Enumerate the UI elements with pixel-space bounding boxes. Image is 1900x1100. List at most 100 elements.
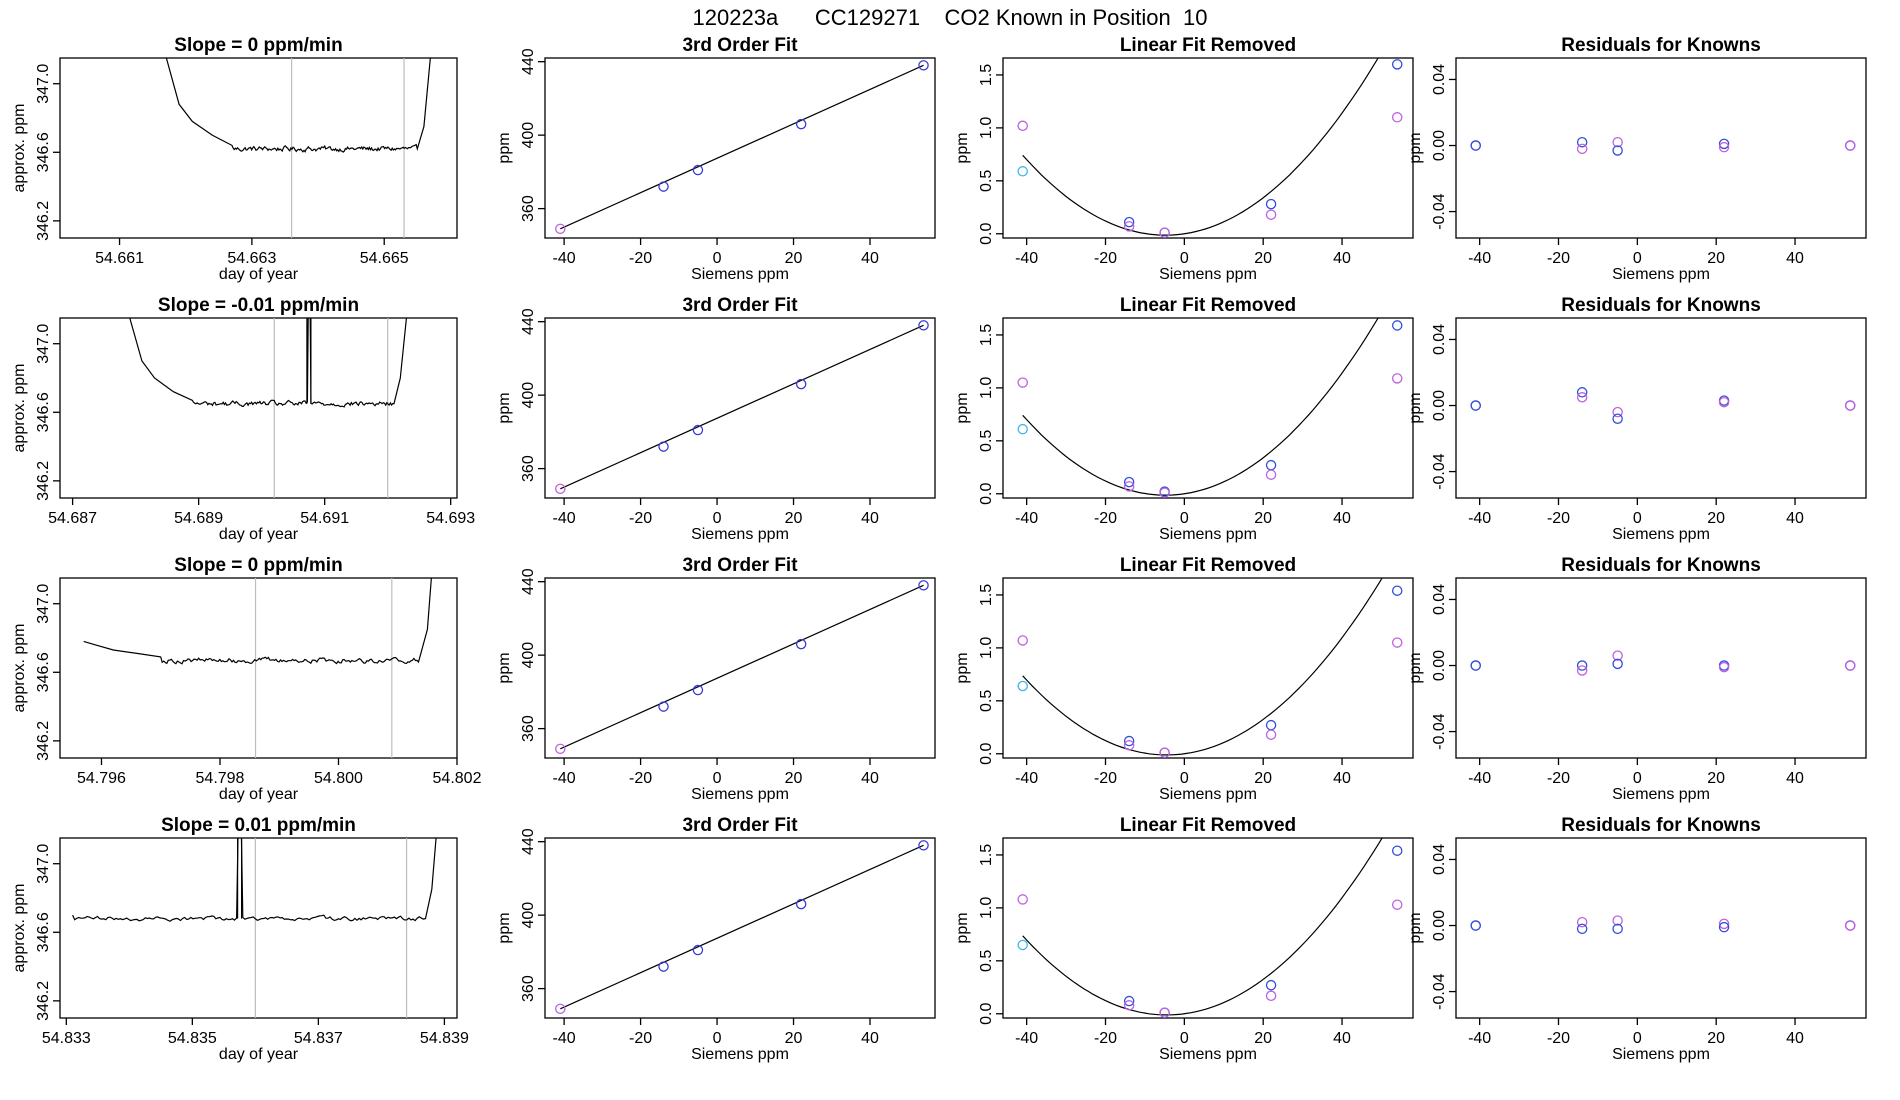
y-tick-label: 346.6 (35, 392, 52, 432)
y-tick-label: 440 (520, 308, 537, 335)
plot-frame (1002, 837, 1414, 1019)
x-tick-label: -20 (1094, 1030, 1117, 1047)
data-point (1612, 413, 1623, 424)
data-point (1576, 136, 1588, 148)
y-axis-label: ppm (496, 912, 513, 943)
x-tick-label: 0 (713, 770, 722, 787)
data-point (1391, 637, 1403, 648)
y-tick-label: 1.5 (978, 584, 995, 606)
fit-line (560, 64, 924, 230)
x-tick-label: -20 (629, 1030, 652, 1047)
plot-frame (1455, 317, 1867, 499)
plot-area (129, 318, 408, 498)
y-tick-label: 0.00 (1431, 390, 1448, 421)
plot-area (1470, 650, 1856, 676)
panel-1-3: Linear Fit Removed -40 -20 0 20 40 0.0 0.5 1.0 1.… (954, 35, 1414, 283)
plot-area (1017, 578, 1403, 758)
y-tick-label: 0.5 (978, 430, 995, 452)
x-tick-label: 54.796 (77, 770, 126, 787)
data-point (1576, 916, 1588, 928)
data-point (1391, 373, 1403, 384)
y-tick-label: 0.04 (1431, 324, 1448, 355)
data-point (1017, 894, 1028, 905)
y-tick-label: 347.0 (35, 584, 52, 624)
x-axis-label: Siemens ppm (1612, 786, 1710, 803)
data-point (1123, 995, 1135, 1007)
x-axis-label: Siemens ppm (691, 786, 789, 803)
data-point (1391, 320, 1403, 331)
panel-1-4: Residuals for Knowns -40 -20 0 20 40 -0.04 0.00… (1407, 35, 1867, 283)
x-tick-label: 54.835 (168, 1030, 217, 1047)
x-tick-label: 20 (1254, 250, 1272, 267)
y-tick-label: 0.00 (1431, 910, 1448, 941)
x-axis-label: Siemens ppm (1612, 526, 1710, 543)
x-tick-label: -20 (629, 250, 652, 267)
data-point (1391, 845, 1403, 856)
plot-area (72, 838, 437, 1018)
x-tick-label: -20 (1094, 510, 1117, 527)
x-tick-label: 40 (861, 1030, 879, 1047)
data-point (1265, 459, 1277, 471)
data-point (918, 580, 929, 591)
x-tick-label: 40 (1786, 510, 1804, 527)
data-point (1612, 145, 1623, 156)
data-point (1470, 140, 1481, 151)
x-tick-label: 20 (1254, 770, 1272, 787)
y-tick-label: 1.0 (978, 637, 995, 659)
x-axis-label: day of year (219, 526, 299, 543)
y-tick-label: -0.04 (1431, 973, 1448, 1010)
x-tick-label: 20 (785, 1030, 803, 1047)
x-axis-label: Siemens ppm (1159, 266, 1257, 283)
plot-frame (1002, 577, 1414, 759)
x-tick-label: -40 (1015, 250, 1038, 267)
data-point (1265, 469, 1277, 480)
x-tick-label: -40 (1468, 510, 1491, 527)
data-point (692, 684, 704, 696)
x-tick-label: 0 (1180, 770, 1189, 787)
data-point (1576, 665, 1588, 676)
plot-area (555, 580, 929, 755)
y-tick-label: 360 (520, 715, 537, 742)
y-tick-label: -0.04 (1431, 713, 1448, 750)
panel-2-3: Linear Fit Removed -40 -20 0 20 40 0.0 0.5 1.0 1.… (954, 295, 1414, 543)
data-point (1159, 747, 1170, 758)
data-point (1123, 735, 1135, 747)
figure-title: 120223a CC129271 CO2 Known in Position 1… (693, 5, 1208, 30)
x-tick-label: 20 (1707, 1030, 1725, 1047)
x-axis-label: Siemens ppm (691, 266, 789, 283)
y-tick-label: 1.0 (978, 117, 995, 139)
y-axis-label: approx. ppm (11, 624, 28, 713)
panel-title: Linear Fit Removed (1120, 35, 1296, 56)
panel-title: Slope = 0 ppm/min (174, 555, 342, 576)
x-tick-label: -20 (1547, 770, 1570, 787)
x-axis-label: Siemens ppm (1159, 526, 1257, 543)
x-axis-label: Siemens ppm (691, 526, 789, 543)
x-tick-label: -40 (1468, 1030, 1491, 1047)
plot-area (83, 578, 432, 758)
y-axis-label: approx. ppm (11, 104, 28, 193)
data-point (795, 898, 807, 910)
x-tick-label: 0 (1633, 510, 1642, 527)
data-point (1470, 400, 1481, 411)
data-point (1017, 939, 1028, 951)
data-point (1265, 729, 1277, 740)
y-tick-label: 400 (520, 902, 537, 929)
x-tick-label: -40 (553, 510, 576, 527)
plot-area (1017, 318, 1403, 498)
data-point (1123, 740, 1135, 751)
plot-area (165, 58, 431, 238)
data-point (1718, 921, 1730, 933)
y-tick-label: 346.2 (35, 461, 52, 501)
data-point (1123, 1000, 1135, 1011)
x-tick-label: -20 (1547, 510, 1570, 527)
data-point (795, 118, 807, 130)
x-tick-label: 54.839 (420, 1030, 469, 1047)
data-point (1612, 406, 1623, 418)
x-axis-label: day of year (219, 786, 299, 803)
x-tick-label: 40 (1333, 770, 1351, 787)
x-tick-label: -40 (1468, 250, 1491, 267)
x-axis-label: Siemens ppm (1612, 1046, 1710, 1063)
x-tick-label: 54.837 (294, 1030, 343, 1047)
panel-title: Residuals for Knowns (1561, 555, 1761, 576)
data-point (1612, 136, 1623, 148)
